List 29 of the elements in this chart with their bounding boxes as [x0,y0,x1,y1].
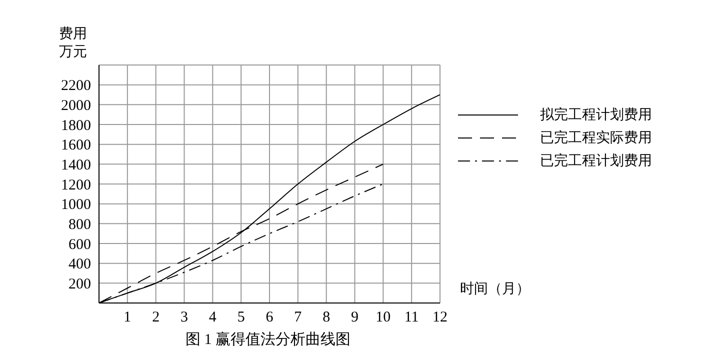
x-tick-label: 2 [152,310,160,326]
legend-label: 已完工程实际费用 [540,129,652,146]
x-tick-label: 3 [180,310,188,326]
y-tick-label: 800 [68,216,91,233]
y-tick-label: 600 [68,236,91,253]
x-tick-label: 4 [208,310,217,326]
x-tick-label: 1 [124,310,132,326]
y-tick-label: 1400 [61,157,91,174]
y-tick-label: 400 [68,256,91,273]
x-tick-label: 6 [266,310,274,326]
y-tick-label: 2000 [61,98,91,114]
x-tick-label: 10 [376,310,391,326]
y-tick-label: 1800 [61,118,91,134]
x-tick-label: 8 [322,310,330,326]
x-tick-label: 9 [351,310,358,326]
x-tick-label: 11 [404,310,419,326]
x-axis-title: 时间（月） [460,280,530,298]
y-tick-label: 200 [68,276,91,292]
y-tick-label: 1000 [61,197,91,214]
text: 图 1 赢得值法分析曲线图 [184,330,352,349]
y-tick-label: 2200 [61,78,91,94]
x-tick-label: 12 [432,310,448,326]
y-tick-label: 1200 [61,177,91,194]
legend-label: 已完工程计划费用 [540,152,652,170]
y-axis-title: 费用万元 [58,26,88,62]
x-tick-label: 7 [294,310,302,326]
y-tick-label: 1600 [61,138,91,154]
x-tick-label: 5 [237,310,245,326]
legend-label: 拟完工程计划费用 [540,106,652,124]
